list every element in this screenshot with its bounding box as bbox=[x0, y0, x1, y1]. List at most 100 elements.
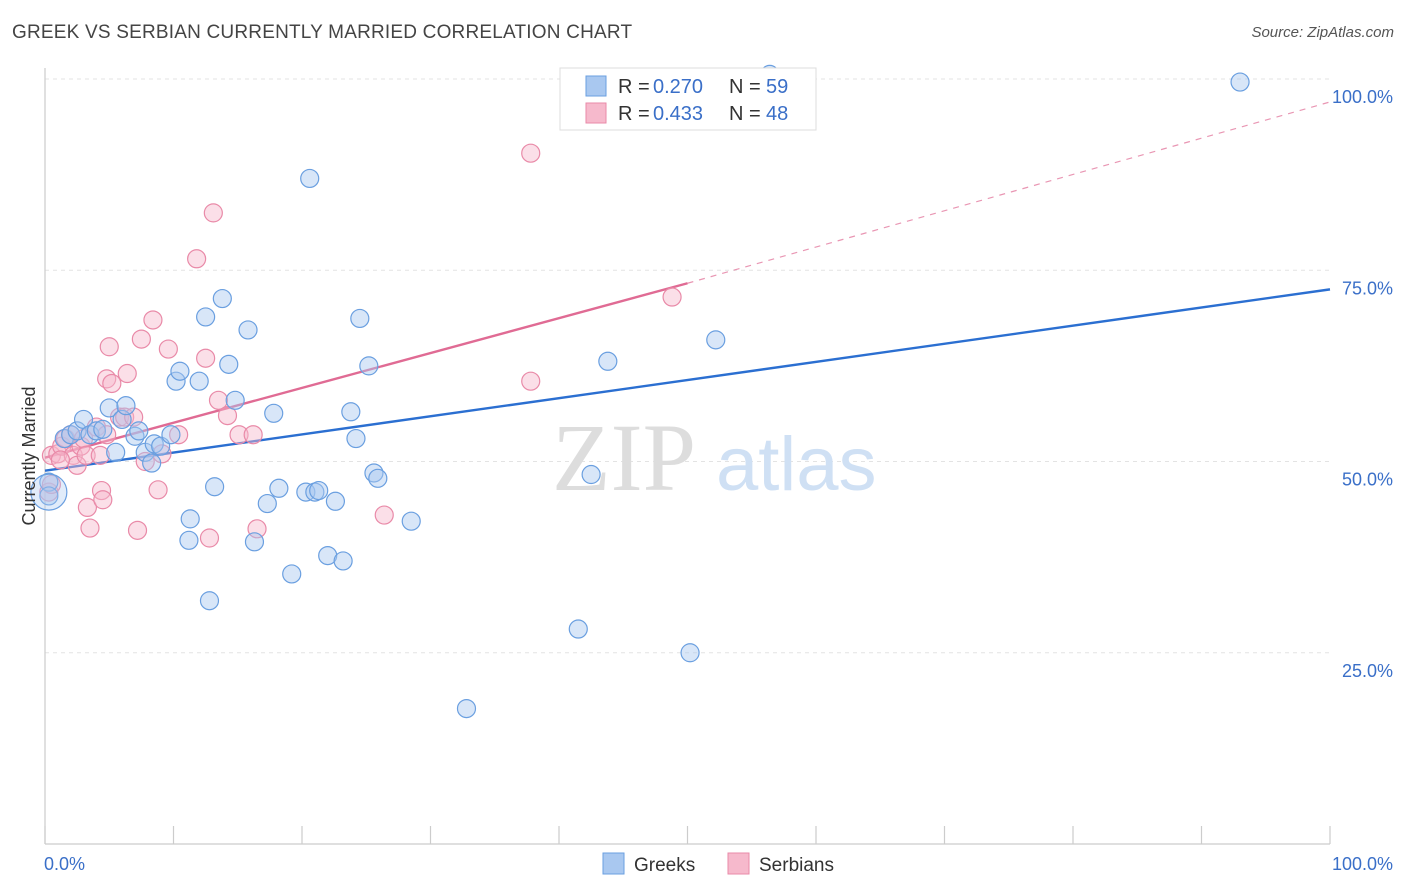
legend-serbians-n-label: N = bbox=[729, 103, 761, 125]
greeks-point bbox=[282, 564, 302, 584]
greeks-point bbox=[86, 421, 107, 441]
greeks-point bbox=[39, 486, 59, 506]
serbians-point bbox=[131, 329, 151, 349]
legend-greeks-n-label: N = bbox=[729, 76, 761, 98]
serbians-point bbox=[521, 371, 541, 391]
serbians-point bbox=[50, 450, 71, 470]
y-tick-label: 75.0% bbox=[1342, 278, 1393, 298]
watermark-zip: ZIP bbox=[552, 404, 696, 511]
top-legend: R = 0.270 N = 59 R = 0.433 N = 48 bbox=[559, 67, 817, 131]
bottom-legend-greeks: Greeks bbox=[634, 855, 695, 876]
greeks-point bbox=[309, 480, 329, 501]
greeks-point bbox=[212, 288, 232, 309]
serbians-point bbox=[41, 474, 62, 495]
greeks-point bbox=[67, 421, 87, 441]
legend-greeks-r-value: 0.270 bbox=[653, 76, 703, 98]
greeks-point bbox=[99, 398, 119, 418]
serbians-point bbox=[374, 505, 394, 525]
greeks-point bbox=[244, 532, 265, 552]
serbians-point bbox=[199, 528, 220, 548]
greeks-point bbox=[264, 403, 284, 423]
greeks-point bbox=[257, 493, 277, 514]
serbians-point bbox=[99, 337, 119, 357]
serbians-point bbox=[208, 390, 229, 410]
greeks-point bbox=[161, 425, 181, 445]
watermark-atlas: atlas bbox=[716, 422, 877, 507]
y-tick-label: 50.0% bbox=[1342, 470, 1393, 490]
serbians-trend-extension bbox=[687, 101, 1331, 284]
serbians-point bbox=[97, 425, 117, 445]
greeks-point bbox=[179, 530, 199, 550]
serbians-point bbox=[169, 425, 189, 445]
bottom-legend: Greeks Serbians bbox=[602, 852, 834, 876]
greeks-point bbox=[180, 509, 200, 529]
serbians-point bbox=[229, 425, 249, 445]
greeks-point bbox=[142, 453, 162, 473]
greeks-point bbox=[401, 511, 421, 531]
greeks-point bbox=[581, 464, 601, 485]
greeks-point bbox=[598, 351, 618, 371]
legend-greeks-n-value: 59 bbox=[766, 76, 788, 98]
greeks-point bbox=[350, 308, 370, 329]
greeks-point bbox=[205, 477, 225, 497]
legend-swatch-greeks bbox=[585, 75, 607, 97]
greeks-point bbox=[93, 419, 113, 439]
greeks-point bbox=[680, 643, 700, 663]
greeks-point bbox=[1230, 72, 1250, 92]
legend-serbians-r-value: 0.433 bbox=[653, 103, 703, 125]
greeks-point bbox=[225, 390, 245, 410]
serbians-point bbox=[158, 339, 178, 359]
x-axis-ticks bbox=[44, 826, 1331, 844]
serbians-point bbox=[187, 249, 207, 269]
bottom-legend-serbians: Serbians bbox=[759, 855, 834, 876]
greeks-point bbox=[706, 330, 726, 350]
trend-lines bbox=[44, 101, 1331, 472]
greeks-point bbox=[300, 168, 320, 189]
serbians-point bbox=[148, 480, 168, 500]
serbians-point bbox=[76, 445, 96, 465]
serbians-point bbox=[203, 203, 223, 223]
x-tick-label-min: 0.0% bbox=[44, 854, 85, 874]
serbians-trend-line bbox=[44, 282, 688, 459]
legend-serbians-r-label: R = bbox=[618, 103, 650, 125]
greeks-trend-line bbox=[44, 288, 1331, 472]
y-tick-label: 100.0% bbox=[1332, 87, 1393, 107]
greeks-point bbox=[368, 468, 388, 488]
greeks-point bbox=[238, 320, 258, 340]
greeks-point bbox=[125, 426, 145, 446]
x-tick-label-max: 100.0% bbox=[1332, 854, 1393, 874]
greeks-point bbox=[189, 371, 209, 391]
y-axis-label: Currently Married bbox=[19, 386, 39, 525]
y-tick-labels: 25.0% 50.0% 75.0% 100.0% bbox=[1332, 87, 1393, 681]
greeks-point bbox=[106, 442, 126, 462]
greeks-point bbox=[129, 421, 149, 441]
legend-swatch-serbians bbox=[585, 102, 607, 124]
greeks-point bbox=[333, 551, 353, 571]
y-tick-label: 25.0% bbox=[1342, 661, 1393, 681]
greeks-point bbox=[196, 307, 216, 327]
greeks-point bbox=[269, 478, 289, 498]
serbians-point bbox=[77, 497, 98, 517]
serbians-point bbox=[196, 348, 216, 368]
greeks-points bbox=[30, 64, 1250, 719]
greeks-point bbox=[359, 356, 379, 376]
greeks-point bbox=[341, 402, 361, 422]
serbians-point bbox=[80, 518, 100, 538]
greeks-point bbox=[116, 396, 136, 416]
greeks-point bbox=[39, 472, 59, 492]
bottom-legend-swatch-greeks bbox=[602, 852, 625, 875]
serbians-point bbox=[90, 445, 110, 465]
chart-source: Source: ZipAtlas.com bbox=[1251, 24, 1394, 41]
greeks-point bbox=[568, 619, 588, 639]
greeks-point bbox=[170, 361, 190, 381]
greeks-point-cluster bbox=[30, 473, 68, 511]
serbians-point bbox=[662, 287, 682, 307]
bottom-legend-swatch-serbians bbox=[727, 852, 750, 875]
serbians-point bbox=[117, 363, 137, 384]
chart-title: GREEK VS SERBIAN CURRENTLY MARRIED CORRE… bbox=[12, 22, 633, 43]
legend-serbians-n-value: 48 bbox=[766, 103, 788, 125]
serbians-point bbox=[217, 406, 238, 426]
serbians-point bbox=[127, 520, 148, 540]
greeks-point bbox=[219, 354, 239, 374]
